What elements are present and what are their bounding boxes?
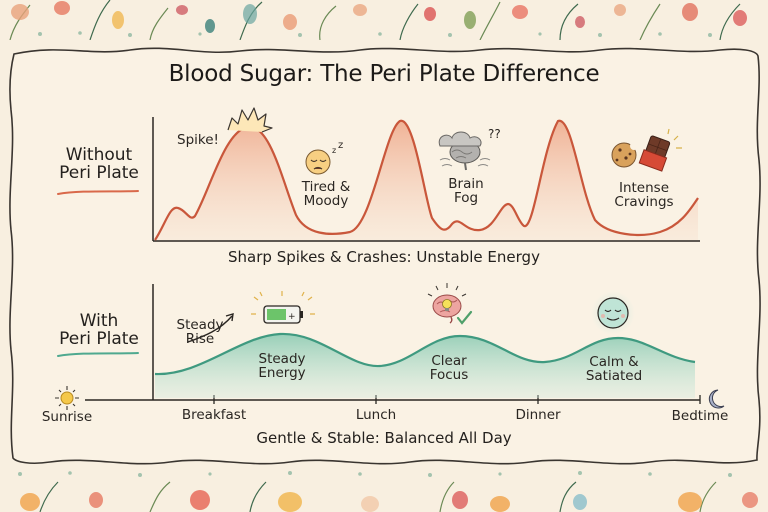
moon-icon xyxy=(708,389,725,409)
with-curve-line xyxy=(154,332,696,376)
annotation-focus-line1: Clear xyxy=(431,353,467,369)
floral-border-top xyxy=(9,0,747,40)
without-underline xyxy=(57,190,139,195)
annotation-rise-line1: Steady xyxy=(176,317,224,333)
annotation-energy-line2: Energy xyxy=(258,365,306,382)
annotation-rise: Steady Rise xyxy=(168,317,232,348)
sleepy-face-icon: z z xyxy=(305,140,343,175)
annotation-fog: Brain Fog xyxy=(438,176,494,207)
without-curve-fill xyxy=(155,120,698,240)
tick-lunch: Lunch xyxy=(355,407,397,423)
without-label-line2: Peri Plate xyxy=(59,162,139,183)
burst-icon xyxy=(227,107,273,133)
floral-border-bottom xyxy=(18,471,758,512)
with-caption: Gentle & Stable: Balanced All Day xyxy=(256,429,512,447)
tick-sunrise: Sunrise xyxy=(41,409,93,425)
with-label-line2: Peri Plate xyxy=(59,328,139,349)
annotation-spike-text: Spike! xyxy=(177,132,219,148)
annotation-calm-line2: Satiated xyxy=(585,368,643,385)
tick-bedtime: Bedtime xyxy=(671,408,729,424)
annotation-calm-line1: Calm & xyxy=(589,354,639,370)
without-curve-line xyxy=(154,119,699,241)
arrow-up-right-icon xyxy=(187,313,234,343)
with-curve-fill xyxy=(155,333,695,398)
annotation-energy: Steady Energy xyxy=(250,351,314,382)
tick-dinner: Dinner xyxy=(515,407,561,423)
annotation-spike: Spike! xyxy=(168,133,228,147)
without-label: Without Peri Plate xyxy=(44,145,154,183)
with-label: With Peri Plate xyxy=(44,311,154,349)
sun-icon xyxy=(55,386,79,410)
svg-text:z: z xyxy=(338,140,343,151)
annotation-tired: Tired & Moody xyxy=(290,179,362,210)
with-underline xyxy=(57,352,139,357)
svg-text:z: z xyxy=(332,146,336,155)
annotation-focus: Clear Focus xyxy=(418,353,480,384)
foggy-brain-icon: ?? xyxy=(438,127,501,171)
tick-breakfast: Breakfast xyxy=(181,407,247,423)
annotation-cravings: Intense Cravings xyxy=(606,180,682,211)
annotation-calm: Calm & Satiated xyxy=(578,354,650,385)
annotation-energy-line1: Steady xyxy=(258,351,306,367)
page-title: Blood Sugar: The Peri Plate Difference xyxy=(168,61,600,87)
without-label-line1: Without xyxy=(65,145,133,165)
svg-text:+: + xyxy=(288,312,296,322)
calm-face-icon xyxy=(591,291,635,335)
annotation-tired-line1: Tired & xyxy=(301,179,351,195)
with-label-line1: With xyxy=(79,311,119,331)
without-caption: Sharp Spikes & Crashes: Unstable Energy xyxy=(228,248,540,266)
annotation-focus-line2: Focus xyxy=(429,367,469,384)
brain-lightbulb-icon xyxy=(427,283,473,325)
without-axes xyxy=(152,117,700,242)
battery-charged-icon: + xyxy=(251,291,315,324)
annotation-tired-line2: Moody xyxy=(303,193,349,210)
annotation-fog-line2: Fog xyxy=(453,190,479,207)
annotation-fog-line1: Brain xyxy=(448,176,484,192)
annotation-cravings-line2: Cravings xyxy=(614,194,674,211)
cookie-chocolate-icon xyxy=(611,128,682,172)
annotation-cravings-line1: Intense xyxy=(618,180,670,196)
annotation-rise-line2: Rise xyxy=(185,331,215,348)
svg-text:??: ?? xyxy=(488,127,501,141)
